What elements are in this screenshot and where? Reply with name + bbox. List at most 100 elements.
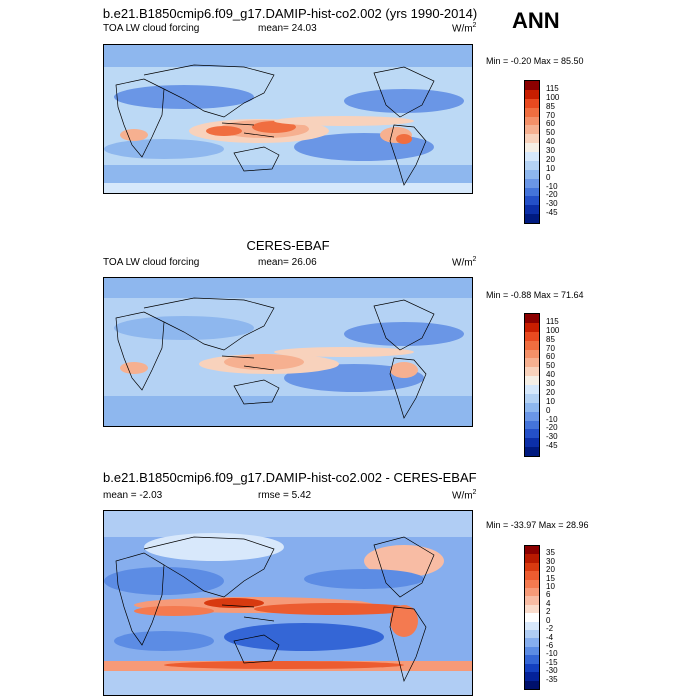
colorbar-segment [525, 646, 539, 656]
colorbar-segment [525, 358, 539, 368]
colorbar-tick-label: -20 [546, 423, 558, 433]
colorbar-tick-label: -10 [546, 181, 558, 191]
colorbar-segment [525, 429, 539, 439]
colorbar-segment [525, 196, 539, 206]
colorbar-tick-label: 100 [546, 92, 560, 102]
colorbar-tick-label: 30 [546, 146, 555, 155]
colorbar-segment [525, 546, 539, 555]
panel1-map-field [104, 45, 472, 193]
colorbar-segment [525, 579, 539, 589]
colorbar-segment [525, 107, 539, 117]
colorbar-segment [525, 562, 539, 572]
colorbar-segment [525, 178, 539, 188]
colorbar-segment [525, 169, 539, 179]
colorbar-tick-label: 10 [546, 163, 555, 173]
colorbar-tick-label: 15 [546, 573, 555, 583]
colorbar-tick-label: 100 [546, 325, 560, 335]
colorbar-segment [525, 314, 539, 323]
colorbar-tick-label: -35 [546, 674, 558, 684]
colorbar-segment [525, 214, 539, 223]
colorbar-segment [525, 81, 539, 90]
panel1-variable: TOA LW cloud forcing [103, 23, 200, 34]
colorbar-tick-label: 35 [546, 548, 555, 558]
colorbar-tick-label: 50 [546, 128, 555, 138]
colorbar-tick-label: 20 [546, 387, 555, 397]
colorbar-segment [525, 367, 539, 377]
colorbar-segment [525, 672, 539, 681]
panel1-mean: mean= 24.03 [258, 23, 317, 34]
colorbar-segment [525, 630, 539, 639]
colorbar-tick-label: -45 [546, 441, 558, 451]
main-title: b.e21.B1850cmip6.f09_g17.DAMIP-hist-co2.… [102, 6, 478, 21]
colorbar-tick-label: -30 [546, 666, 558, 676]
colorbar-tick-label: -45 [546, 208, 558, 218]
panel2-colorbar [524, 313, 540, 457]
panel3-rmse: rmse = 5.42 [258, 490, 312, 501]
panel3-units: W/m2 [452, 489, 476, 501]
colorbar-segment [525, 205, 539, 215]
panel3-units-sup: 2 [472, 489, 477, 496]
colorbar-tick-label: -10 [546, 649, 558, 659]
colorbar-tick-label: 30 [546, 556, 555, 566]
colorbar-tick-label: 115 [546, 83, 559, 93]
colorbar-segment [525, 663, 539, 673]
colorbar-segment [525, 588, 539, 597]
colorbar-tick-label: -10 [546, 414, 558, 424]
colorbar-tick-label: 115 [546, 316, 559, 326]
colorbar-segment [525, 393, 539, 403]
colorbar-segment [525, 613, 539, 622]
panel3-title: b.e21.B1850cmip6.f09_g17.DAMIP-hist-co2.… [103, 470, 477, 485]
panel2-mean: mean= 26.06 [258, 257, 317, 268]
colorbar-segment [525, 438, 539, 448]
colorbar-tick-label: -2 [546, 624, 554, 634]
colorbar-segment [525, 134, 539, 144]
colorbar-tick-label: 30 [546, 379, 555, 388]
colorbar-segment [525, 680, 539, 689]
colorbar-tick-label: 20 [546, 565, 555, 575]
colorbar-segment [525, 331, 539, 341]
colorbar-segment [525, 322, 539, 332]
colorbar-segment [525, 376, 539, 385]
panel1-units-sup: 2 [472, 22, 477, 29]
colorbar-segment [525, 447, 539, 456]
colorbar-tick-label: -6 [546, 640, 554, 650]
panel1-minmax: Min = -0.20 Max = 85.50 [486, 56, 584, 66]
colorbar-segment [525, 116, 539, 126]
colorbar-tick-label: 60 [546, 352, 555, 362]
colorbar-tick-label: 85 [546, 334, 555, 344]
colorbar-segment [525, 596, 539, 605]
colorbar-tick-label: 85 [546, 101, 555, 111]
colorbar-tick-label: 70 [546, 343, 555, 353]
panel1-units: W/m2 [452, 22, 476, 34]
panel1-units-text: W/m [452, 23, 473, 35]
panel2-units-sup: 2 [472, 256, 477, 263]
colorbar-segment [525, 98, 539, 108]
panel2-minmax: Min = -0.88 Max = 71.64 [486, 290, 584, 300]
panel3-units-text: W/m [452, 490, 473, 502]
colorbar-tick-label: 0 [546, 405, 551, 415]
colorbar-segment [525, 89, 539, 99]
panel2-map [103, 277, 473, 427]
panel2-units-text: W/m [452, 257, 473, 269]
panel1-map [103, 44, 473, 194]
colorbar-tick-label: 70 [546, 110, 555, 120]
panel2-title: CERES-EBAF [246, 238, 330, 253]
panel3-colorbar [524, 545, 540, 690]
panel2-units: W/m2 [452, 256, 476, 268]
colorbar-tick-label: -20 [546, 190, 558, 200]
colorbar-segment [525, 349, 539, 359]
colorbar-segment [525, 160, 539, 170]
colorbar-segment [525, 420, 539, 430]
season-label: ANN [512, 8, 560, 33]
colorbar-segment [525, 554, 539, 563]
colorbar-segment [525, 571, 539, 580]
colorbar-tick-label: -15 [546, 657, 558, 667]
colorbar-tick-label: -30 [546, 199, 558, 209]
colorbar-segment [525, 125, 539, 135]
colorbar-tick-label: 2 [546, 607, 551, 617]
colorbar-segment [525, 604, 539, 614]
colorbar-segment [525, 411, 539, 421]
colorbar-tick-label: 6 [546, 590, 551, 600]
panel3-minmax: Min = -33.97 Max = 28.96 [486, 520, 589, 530]
colorbar-tick-label: 60 [546, 119, 555, 129]
